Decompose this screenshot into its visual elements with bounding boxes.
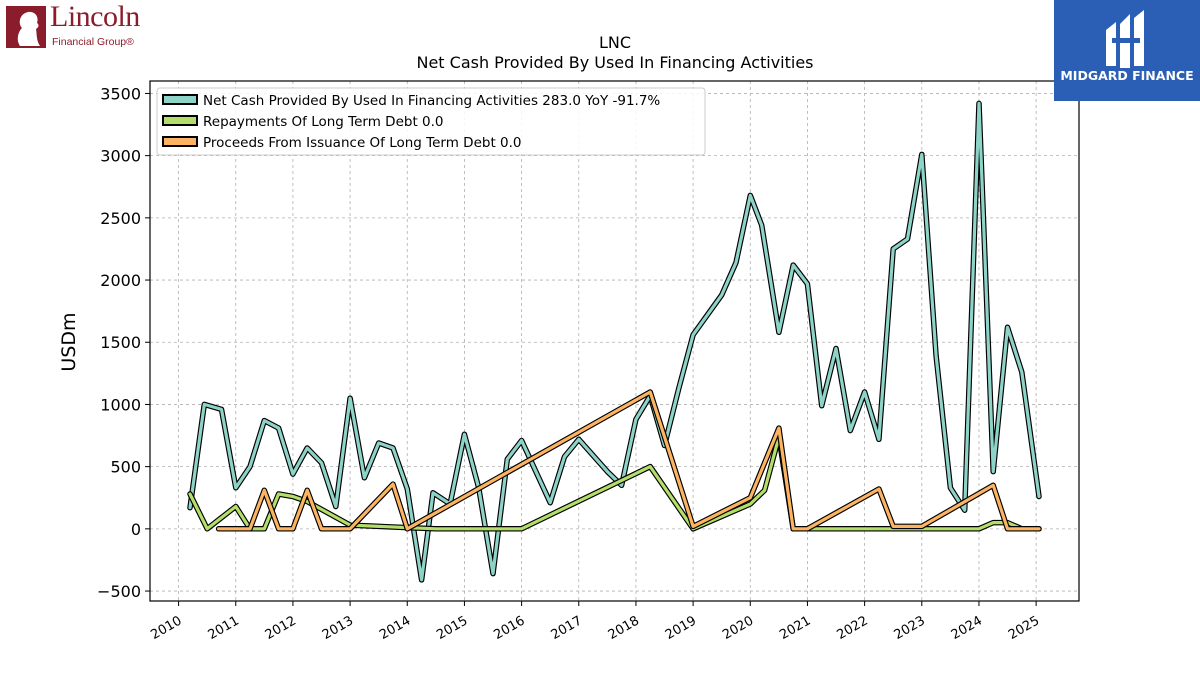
- x-tick-label: 2017: [549, 613, 585, 643]
- legend-label: Proceeds From Issuance Of Long Term Debt…: [203, 135, 522, 151]
- y-tick-label: 500: [110, 458, 141, 477]
- legend: Net Cash Provided By Used In Financing A…: [156, 87, 706, 156]
- series-line: [188, 101, 1041, 582]
- y-tick-label: 3000: [100, 147, 141, 166]
- x-tick-label: 2015: [434, 613, 470, 643]
- y-tick-label: −500: [97, 582, 141, 601]
- legend-label: Repayments Of Long Term Debt 0.0: [203, 114, 444, 130]
- legend-swatch: [162, 115, 198, 126]
- x-tick-label: 2016: [491, 613, 527, 643]
- y-tick-label: 2500: [100, 209, 141, 228]
- x-tick-label: 2020: [720, 613, 756, 643]
- lincoln-logo: Lincoln Financial Group®: [4, 0, 154, 52]
- x-tick-label: 2022: [834, 613, 870, 643]
- legend-frame: [156, 87, 706, 156]
- y-tick-label: 1500: [100, 333, 141, 352]
- lincoln-logo-name: Lincoln: [50, 0, 140, 33]
- midgard-logo: MIDGARD FINANCE: [1054, 0, 1200, 101]
- lincoln-logo-sub: Financial Group®: [52, 36, 134, 48]
- series-lines: [187, 100, 1042, 583]
- series-0: [187, 100, 1042, 583]
- series-2: [215, 389, 1042, 532]
- plot-frame: [149, 80, 1080, 602]
- y-axis-label: USDm: [58, 312, 80, 371]
- legend-label: Net Cash Provided By Used In Financing A…: [203, 93, 660, 109]
- x-tick-label: 2024: [949, 613, 985, 643]
- legend-item: Repayments Of Long Term Debt 0.0: [162, 114, 444, 130]
- legend-item: Proceeds From Issuance Of Long Term Debt…: [162, 135, 522, 151]
- series-line: [217, 390, 1041, 531]
- x-tick-label: 2011: [206, 613, 242, 643]
- x-tick-label: 2010: [148, 613, 184, 643]
- legend-item: Net Cash Provided By Used In Financing A…: [162, 93, 660, 109]
- y-axis: −500 0 500 1000 1500 2000 2500 3000 3500: [97, 84, 150, 601]
- x-axis: 2010 2011 2012 2013 2014 2015 2016 2017 2018 2019…: [148, 601, 1042, 643]
- y-tick-label: 1000: [100, 395, 141, 414]
- x-tick-label: 2012: [263, 613, 299, 643]
- midgard-mark-icon: [1106, 10, 1144, 68]
- x-tick-label: 2018: [606, 613, 642, 643]
- x-tick-label: 2023: [892, 613, 928, 643]
- x-tick-label: 2013: [320, 613, 356, 643]
- x-tick-label: 2014: [377, 613, 413, 643]
- chart-subtitle: Net Cash Provided By Used In Financing A…: [416, 53, 813, 72]
- y-tick-label: 0: [131, 520, 141, 539]
- y-tick-label: 3500: [100, 84, 141, 103]
- y-tick-label: 2000: [100, 271, 141, 290]
- midgard-logo-name: MIDGARD FINANCE: [1060, 68, 1194, 83]
- grid: [150, 81, 1079, 601]
- legend-swatch: [162, 136, 198, 147]
- series-1: [187, 434, 1042, 532]
- x-tick-label: 2021: [777, 613, 813, 643]
- x-tick-label: 2025: [1006, 613, 1042, 643]
- x-tick-label: 2019: [663, 613, 699, 643]
- series-line: [188, 435, 1041, 531]
- lincoln-portrait-icon: [6, 6, 46, 48]
- chart-title: LNC: [599, 33, 631, 52]
- legend-swatch: [162, 94, 198, 105]
